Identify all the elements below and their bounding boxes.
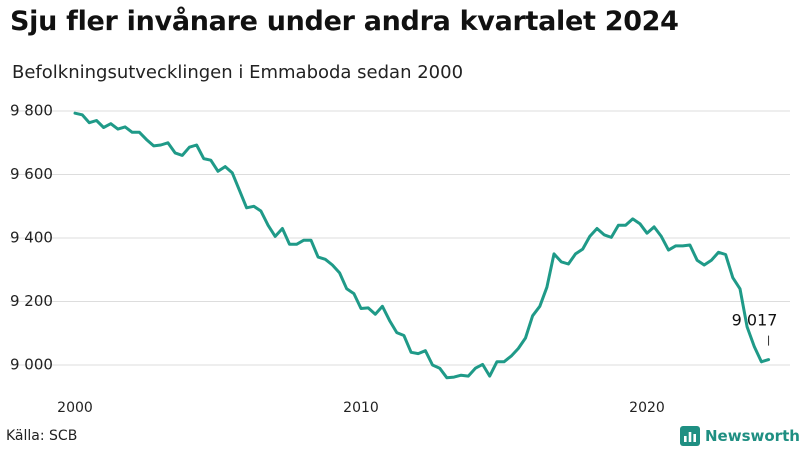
chart-subtitle: Befolkningsutvecklingen i Emmaboda sedan…: [12, 62, 464, 83]
y-tick-label: 9 000: [10, 356, 53, 374]
y-tick-label: 9 200: [10, 292, 53, 310]
source-note: Källa: SCB: [6, 428, 78, 444]
chart-title: Sju fler invånare under andra kvartalet …: [10, 6, 679, 37]
brand-name: Newsworthy: [705, 427, 800, 445]
y-axis-tick-labels: 9 000 9 200 9 400 9 600 9 800: [10, 102, 53, 374]
x-tick-label: 2020: [629, 400, 665, 416]
brand-logo[interactable]: Newsworthy: [680, 426, 800, 446]
y-tick-label: 9 400: [10, 229, 53, 247]
series-line-population: [73, 111, 771, 380]
x-axis-tick-labels: 2000 2010 2020: [57, 400, 665, 416]
x-tick-label: 2000: [57, 400, 93, 416]
last-value-label: 9 017: [732, 311, 778, 330]
annotation-layer: 9 017: [732, 311, 778, 346]
series-layer: [73, 111, 771, 380]
gridlines: [10, 110, 790, 366]
y-tick-label: 9 600: [10, 165, 53, 183]
newsworthy-logo-icon: [680, 426, 700, 446]
y-tick-label: 9 800: [10, 102, 53, 120]
x-tick-label: 2010: [343, 400, 379, 416]
